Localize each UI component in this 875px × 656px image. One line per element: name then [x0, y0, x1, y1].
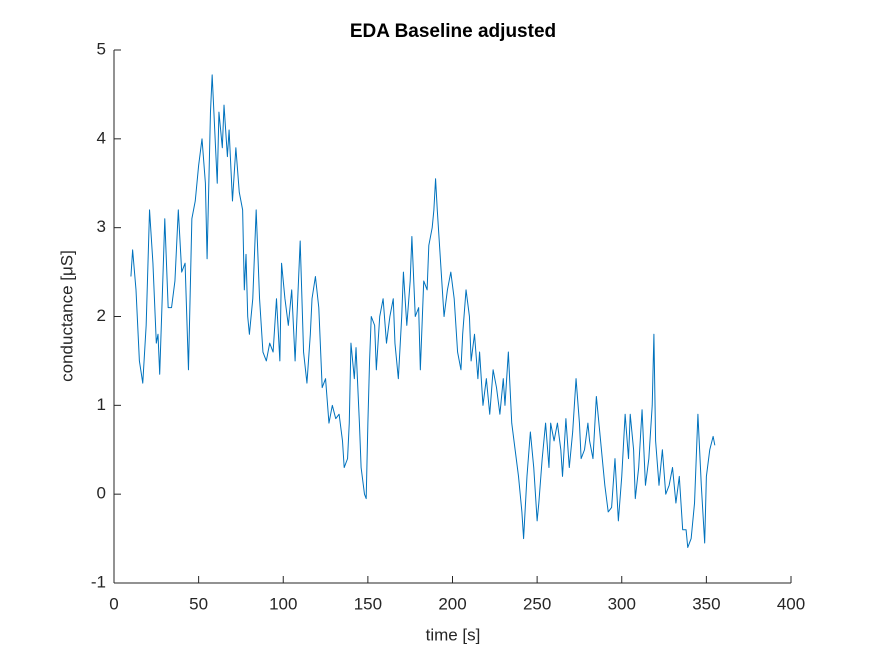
x-tick-label: 150	[354, 594, 382, 613]
y-tick-label: 3	[97, 217, 106, 236]
y-tick-label: 2	[97, 306, 106, 325]
y-axis-label: conductance [μS]	[57, 250, 76, 382]
x-tick-label: 400	[777, 594, 805, 613]
x-tick-label: 50	[189, 594, 208, 613]
y-tick-label: 5	[97, 39, 106, 58]
data-line	[130, 74, 716, 548]
y-tick-label: 4	[97, 128, 106, 147]
x-tick-label: 100	[269, 594, 297, 613]
x-tick-label: 350	[692, 594, 720, 613]
x-axis-label: time [s]	[426, 625, 481, 644]
x-tick-label: 250	[523, 594, 551, 613]
y-tick-label: 1	[97, 395, 106, 414]
x-tick-label: 200	[438, 594, 466, 613]
x-tick-label: 300	[608, 594, 636, 613]
y-tick-label: 0	[97, 484, 106, 503]
y-tick-label: -1	[91, 572, 106, 591]
x-tick-label: 0	[109, 594, 118, 613]
chart-title: EDA Baseline adjusted	[350, 21, 556, 42]
